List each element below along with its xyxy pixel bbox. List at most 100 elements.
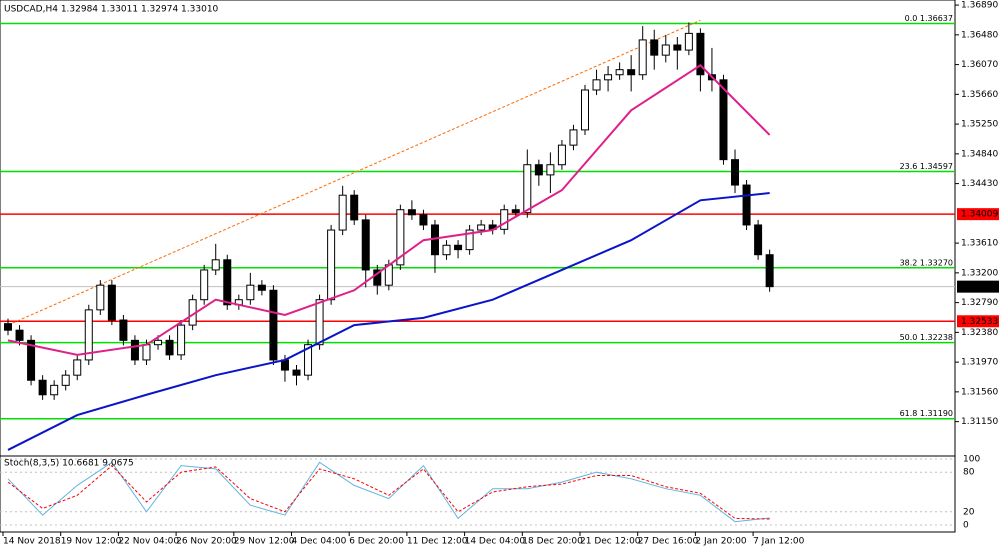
x-tick-label: 14 Dec 04:00 xyxy=(465,537,526,547)
candle-body xyxy=(581,89,589,131)
y-tick-label: 1.31150 xyxy=(961,417,998,427)
candle-body xyxy=(223,259,232,306)
candle-body xyxy=(673,44,682,51)
candle-body xyxy=(615,69,624,76)
y-tick-label: 1.36890 xyxy=(961,1,998,11)
candle-body xyxy=(119,319,128,341)
candle-body xyxy=(454,244,463,251)
current-price-tag xyxy=(957,280,999,293)
candle-body xyxy=(154,339,163,346)
candle-body xyxy=(592,79,601,91)
stochastic-line xyxy=(7,461,770,523)
x-tick-label: 19 Nov 12:00 xyxy=(61,537,122,547)
candle-body xyxy=(754,224,763,256)
current-price-label: 1.33010 xyxy=(961,282,998,292)
candle-body xyxy=(142,344,151,361)
y-tick-label: 0 xyxy=(963,521,969,531)
candle-body xyxy=(257,284,266,291)
stochastic-line xyxy=(7,464,770,520)
candle-body xyxy=(327,229,336,301)
x-tick-label: 29 Nov 12:00 xyxy=(234,537,295,547)
x-tick-label: 2 Jan 20:00 xyxy=(695,537,747,547)
y-tick-label: 1.32790 xyxy=(961,298,998,308)
candle-body xyxy=(627,69,636,76)
x-tick-label: 14 Nov 2018 xyxy=(3,537,61,547)
candle-body xyxy=(534,164,543,176)
y-tick-label: 1.33610 xyxy=(961,239,998,249)
y-tick-label: 1.36480 xyxy=(961,30,998,40)
candle-body xyxy=(177,324,186,356)
candle-body xyxy=(650,39,659,56)
moving-average xyxy=(7,192,770,451)
candle-body xyxy=(419,214,428,226)
candle-body xyxy=(73,359,82,376)
moving-average xyxy=(7,64,771,356)
fib-label: 38.2 1.33270 xyxy=(900,258,953,267)
price-panel: 1.36890 1.36480 1.36070 1.35660 1.35250 1.348… xyxy=(0,1,999,451)
candle-body xyxy=(200,269,209,301)
candle-body xyxy=(546,164,555,176)
candle-body xyxy=(165,339,174,356)
candle-body xyxy=(84,309,93,361)
candle-body xyxy=(292,369,301,376)
y-tick-label: 1.35660 xyxy=(961,90,998,100)
x-tick-label: 27 Dec 16:00 xyxy=(638,537,699,547)
y-tick-label: 1.34430 xyxy=(961,179,998,189)
fib-label: 0.0 1.36637 xyxy=(905,14,953,23)
plot-frame xyxy=(0,0,956,533)
candle-body xyxy=(638,39,647,76)
candle-body xyxy=(107,284,116,321)
fib-label: 61.8 1.31190 xyxy=(900,409,953,418)
candle-body xyxy=(719,79,728,161)
candle-body xyxy=(477,224,486,231)
x-tick-label: 18 Dec 20:00 xyxy=(522,537,583,547)
y-tick-label: 1.34840 xyxy=(961,149,998,159)
candle-body xyxy=(696,32,705,76)
candle-body xyxy=(15,329,24,341)
y-tick-label: 1.31560 xyxy=(961,387,998,397)
indicator-title: Stoch(8,3,5) 10.6681 9.0675 xyxy=(4,459,134,469)
y-tick-label: 100 xyxy=(963,455,980,465)
candle-body xyxy=(361,219,370,271)
candle-body xyxy=(350,194,359,221)
trend-line xyxy=(7,19,701,326)
x-tick-label: 26 Nov 20:00 xyxy=(176,537,237,547)
x-tick-label: 6 Dec 20:00 xyxy=(349,537,404,547)
candle-body xyxy=(396,209,405,266)
candle-body xyxy=(373,269,382,286)
y-tick-label: 1.35250 xyxy=(961,120,998,130)
candle-body xyxy=(465,229,474,251)
price-level-tag xyxy=(957,208,999,221)
candle-body xyxy=(50,384,59,396)
candle-body xyxy=(211,259,220,271)
candle-body xyxy=(500,209,509,230)
x-tick-label: 11 Dec 12:00 xyxy=(407,537,468,547)
candle-body xyxy=(96,284,105,311)
candle-body xyxy=(442,244,451,256)
candle-body xyxy=(27,339,36,381)
y-tick-label: 1.33200 xyxy=(961,268,998,278)
price-level-tag xyxy=(957,315,999,328)
candle-body xyxy=(661,44,670,56)
price-level-label: 1.34009 xyxy=(961,210,998,220)
x-tick-label: 4 Dec 04:00 xyxy=(292,537,347,547)
candle-body xyxy=(742,184,751,226)
y-tick-label: 1.32380 xyxy=(961,328,998,338)
candle-body xyxy=(246,284,255,301)
x-tick-label: 7 Jan 12:00 xyxy=(753,537,805,547)
x-tick-label: 21 Dec 12:00 xyxy=(580,537,641,547)
candle-body xyxy=(38,379,47,396)
candle-body xyxy=(511,209,520,214)
candle-body xyxy=(407,209,416,216)
candle-body xyxy=(569,129,578,146)
candle-body xyxy=(604,74,613,81)
fib-label: 23.6 1.34597 xyxy=(900,162,953,171)
candle-body xyxy=(338,194,347,231)
candle-body xyxy=(765,254,774,288)
y-tick-label: 1.36070 xyxy=(961,60,998,70)
candle-body xyxy=(130,339,139,361)
candle-body xyxy=(269,289,278,361)
candle-body xyxy=(304,344,313,376)
candle-body xyxy=(731,159,740,186)
